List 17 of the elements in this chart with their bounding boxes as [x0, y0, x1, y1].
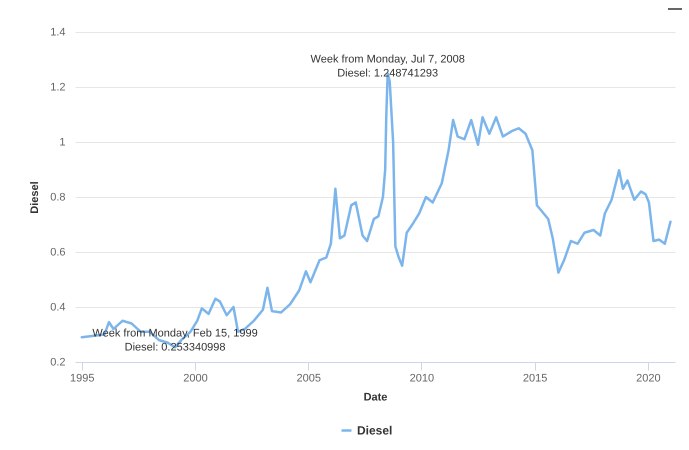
x-tick-label: 2010 — [410, 372, 434, 384]
x-tick-label: 2005 — [296, 372, 321, 384]
y-tick-label: 0.6 — [50, 246, 66, 258]
legend-label: Diesel — [357, 424, 392, 438]
annotation: Week from Monday, Jul 7, 2008 Diesel: 1.248741293 — [310, 54, 465, 80]
y-tick-label: 0.4 — [50, 302, 66, 314]
y-tick-label: 1.2 — [50, 82, 66, 94]
y-tick-label: 0.2 — [50, 356, 66, 368]
x-tick-label: 1995 — [70, 372, 95, 384]
y-tick-label: 0.8 — [50, 192, 66, 204]
x-tick-label: 2015 — [522, 372, 548, 384]
y-tick-label: 1.4 — [50, 26, 66, 38]
x-axis-title: Date — [364, 392, 388, 404]
y-axis-title: Diesel — [29, 181, 42, 214]
y-tick-label: 1 — [59, 136, 66, 148]
x-tick-label: 2000 — [183, 372, 208, 384]
x-tick-label: 2020 — [636, 372, 661, 384]
